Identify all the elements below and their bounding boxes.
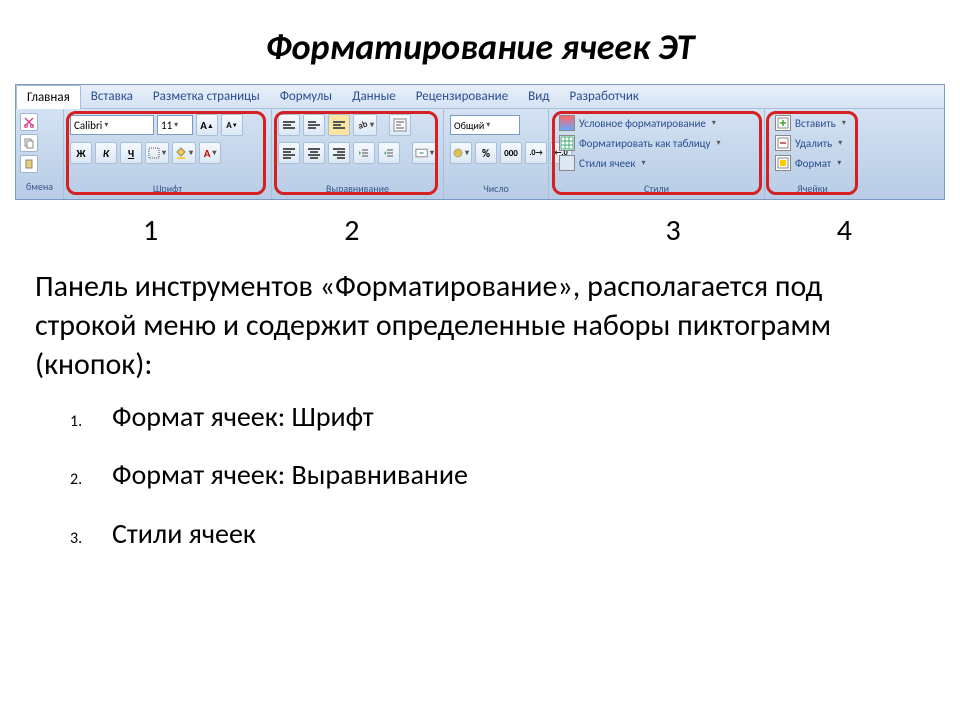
increase-font-icon[interactable]: A▲ — [196, 114, 218, 136]
align-middle-icon[interactable] — [303, 114, 325, 136]
format-cells-icon — [775, 155, 791, 171]
clipboard-group: бмена — [16, 109, 64, 199]
alignment-group-label: Выравнивание — [278, 180, 437, 197]
cell-styles-button[interactable]: Стили ячеек — [555, 153, 758, 173]
slide-title: Форматирование ячеек ЭТ — [0, 0, 960, 84]
list-item-2: 2. Формат ячеек: Выравнивание — [70, 457, 925, 493]
delete-label: Удалить — [795, 137, 832, 150]
styles-group: Условное форматирование Форматировать ка… — [549, 109, 765, 199]
svg-text:ab: ab — [357, 119, 368, 131]
cells-group: Вставить Удалить Формат Ячейки — [765, 109, 860, 199]
annotation-1: 1 — [126, 212, 176, 249]
list-text-3: Стили ячеек — [112, 516, 256, 552]
align-bottom-icon[interactable] — [328, 114, 350, 136]
insert-cells-button[interactable]: Вставить — [771, 113, 854, 133]
number-group: Общий % 000 .0→ ←.0 Число — [444, 109, 549, 199]
merge-cells-icon[interactable] — [412, 142, 437, 164]
tab-formulas[interactable]: Формулы — [270, 85, 342, 108]
number-group-label: Число — [450, 180, 542, 197]
format-table-label: Форматировать как таблицу — [579, 137, 711, 150]
format-as-table-button[interactable]: Форматировать как таблицу — [555, 133, 758, 153]
ribbon: Главная Вставка Разметка страницы Формул… — [15, 84, 945, 200]
conditional-formatting-button[interactable]: Условное форматирование — [555, 113, 758, 133]
ribbon-tabs: Главная Вставка Разметка страницы Формул… — [16, 85, 944, 109]
ribbon-body: бмена Calibri 11 A▲ A▼ Ж К Ч A Шрифт — [16, 109, 944, 199]
copy-icon[interactable] — [20, 134, 38, 152]
cell-styles-label: Стили ячеек — [579, 157, 636, 170]
tab-insert[interactable]: Вставка — [81, 85, 143, 108]
body-paragraph: Панель инструментов «Форматирование», ра… — [0, 249, 960, 394]
tab-layout[interactable]: Разметка страницы — [143, 85, 270, 108]
align-top-icon[interactable] — [278, 114, 300, 136]
annotation-row: 1 2 3 4 — [15, 212, 945, 249]
decrease-font-icon[interactable]: A▼ — [221, 114, 243, 136]
clipboard-label: бмена — [20, 178, 59, 195]
font-group-label: Шрифт — [70, 180, 265, 197]
orientation-icon[interactable]: ab — [353, 114, 377, 136]
cut-icon[interactable] — [20, 113, 38, 131]
tab-data[interactable]: Данные — [342, 85, 406, 108]
fill-color-button[interactable] — [172, 142, 196, 164]
list-text-2: Формат ячеек: Выравнивание — [112, 457, 468, 493]
conditional-formatting-icon — [559, 115, 575, 131]
list-num-1: 1. — [70, 412, 90, 433]
alignment-group: ab Выравнивание — [272, 109, 444, 199]
tab-home[interactable]: Главная — [16, 85, 81, 109]
font-group: Calibri 11 A▲ A▼ Ж К Ч A Шрифт — [64, 109, 272, 199]
list-text-1: Формат ячеек: Шрифт — [112, 399, 374, 435]
list-num-2: 2. — [70, 470, 90, 491]
format-cells-button[interactable]: Формат — [771, 153, 854, 173]
format-label: Формат — [795, 157, 831, 170]
percent-icon[interactable]: % — [475, 142, 497, 164]
font-size-select[interactable]: 11 — [157, 115, 193, 135]
tab-developer[interactable]: Разработчик — [560, 85, 649, 108]
list-num-3: 3. — [70, 529, 90, 550]
paste-icon[interactable] — [20, 155, 38, 173]
insert-label: Вставить — [795, 117, 836, 130]
conditional-label: Условное форматирование — [579, 117, 706, 130]
italic-button[interactable]: К — [95, 142, 117, 164]
annotation-3: 3 — [648, 212, 698, 249]
list-item-1: 1. Формат ячеек: Шрифт — [70, 399, 925, 435]
cell-styles-icon — [559, 155, 575, 171]
font-color-button[interactable]: A — [199, 142, 221, 164]
annotation-2: 2 — [327, 212, 377, 249]
insert-cells-icon — [775, 115, 791, 131]
wrap-text-icon[interactable] — [389, 114, 411, 136]
styles-group-label: Стили — [555, 180, 758, 197]
font-name-select[interactable]: Calibri — [70, 115, 154, 135]
border-button[interactable] — [145, 142, 169, 164]
format-table-icon — [559, 135, 575, 151]
underline-button[interactable]: Ч — [120, 142, 142, 164]
increase-indent-icon[interactable] — [378, 142, 400, 164]
list-item-3: 3. Стили ячеек — [70, 516, 925, 552]
delete-cells-button[interactable]: Удалить — [771, 133, 854, 153]
number-format-select[interactable]: Общий — [450, 115, 520, 135]
cells-group-label: Ячейки — [771, 180, 854, 197]
comma-icon[interactable]: 000 — [500, 142, 522, 164]
tab-review[interactable]: Рецензирование — [406, 85, 518, 108]
delete-cells-icon — [775, 135, 791, 151]
annotation-4: 4 — [819, 212, 869, 249]
tab-view[interactable]: Вид — [518, 85, 559, 108]
align-right-icon[interactable] — [328, 142, 350, 164]
increase-decimal-icon[interactable]: .0→ — [525, 142, 547, 164]
align-left-icon[interactable] — [278, 142, 300, 164]
align-center-icon[interactable] — [303, 142, 325, 164]
decrease-indent-icon[interactable] — [353, 142, 375, 164]
currency-icon[interactable] — [450, 142, 472, 164]
bold-button[interactable]: Ж — [70, 142, 92, 164]
numbered-list: 1. Формат ячеек: Шрифт 2. Формат ячеек: … — [0, 394, 960, 552]
